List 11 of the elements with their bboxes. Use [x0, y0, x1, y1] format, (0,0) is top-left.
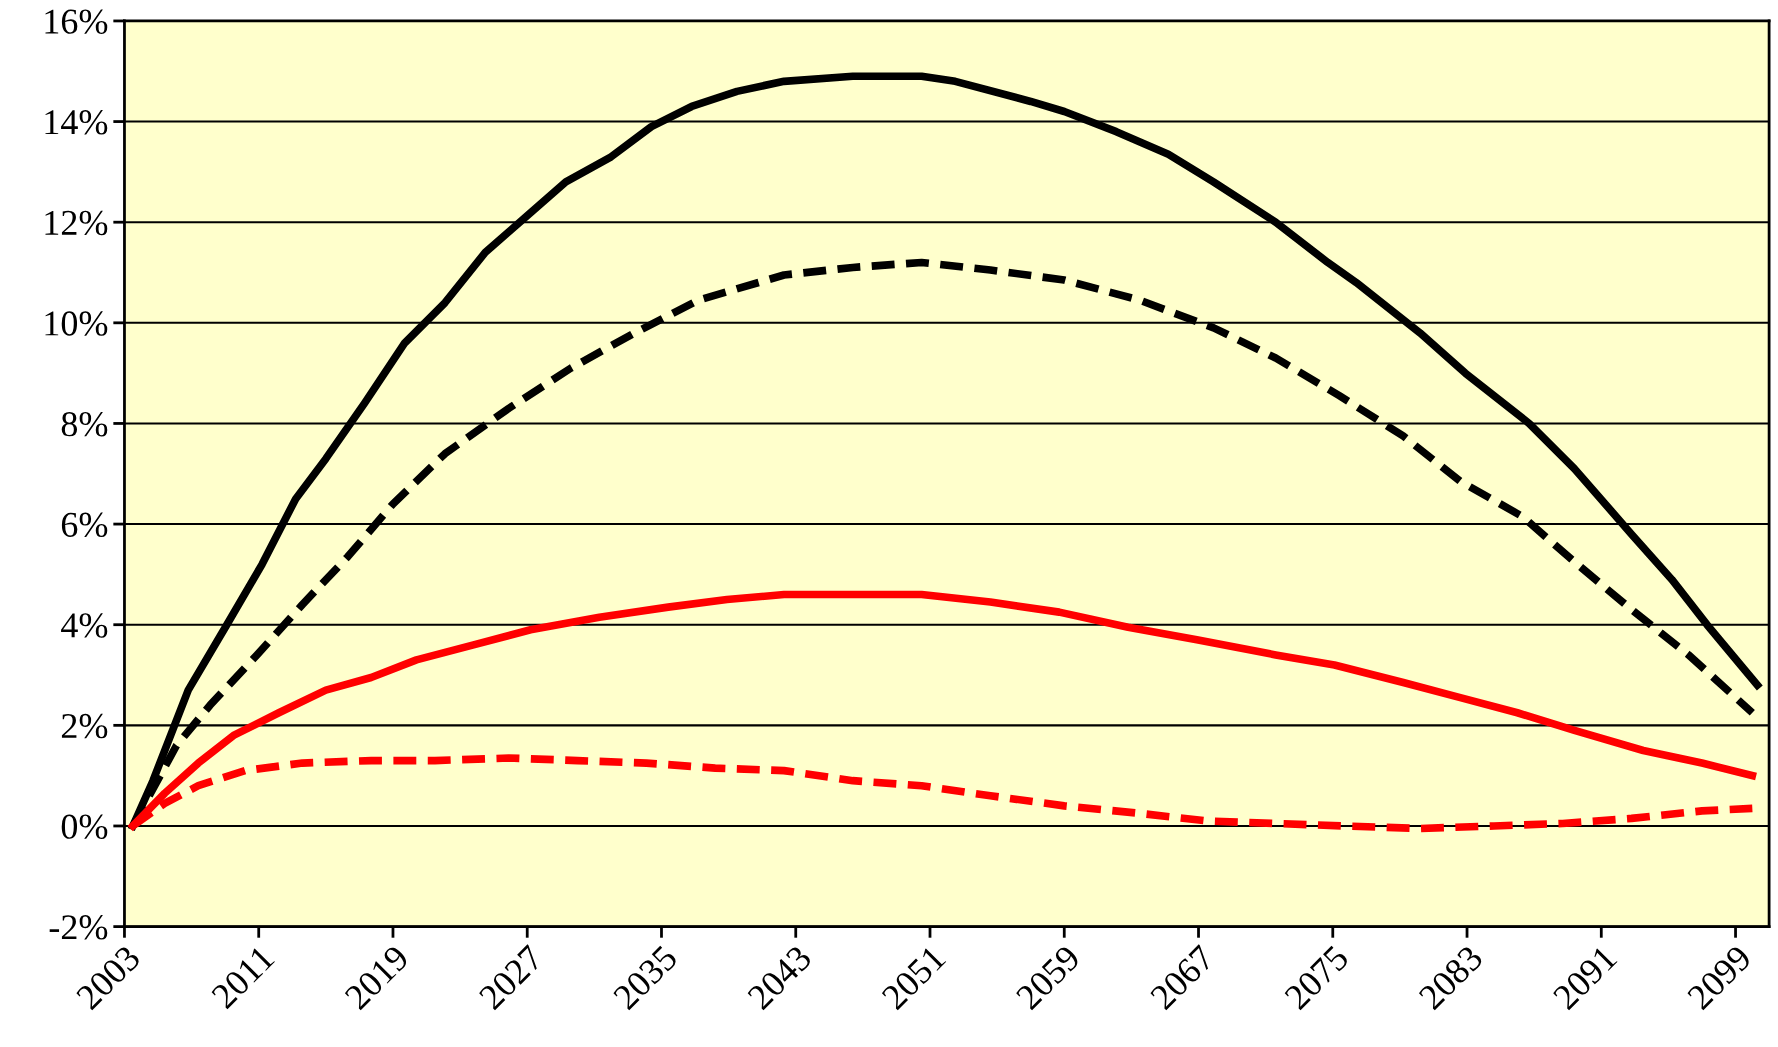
- y-tick-label: 12%: [45, 210, 108, 236]
- y-tick-label: 6%: [61, 512, 108, 538]
- y-tick-label: 2%: [61, 713, 108, 739]
- y-tick-label: 4%: [61, 613, 108, 638]
- y-tick-label: 14%: [45, 110, 108, 135]
- y-tick-label: 0%: [61, 814, 108, 839]
- y-tick-label: -2%: [49, 915, 108, 940]
- y-tick-label: 10%: [45, 311, 108, 336]
- y-tick-label: 8%: [61, 411, 108, 437]
- y-tick-label: 16%: [45, 9, 108, 34]
- x-tick-label: 2011: [210, 944, 276, 1010]
